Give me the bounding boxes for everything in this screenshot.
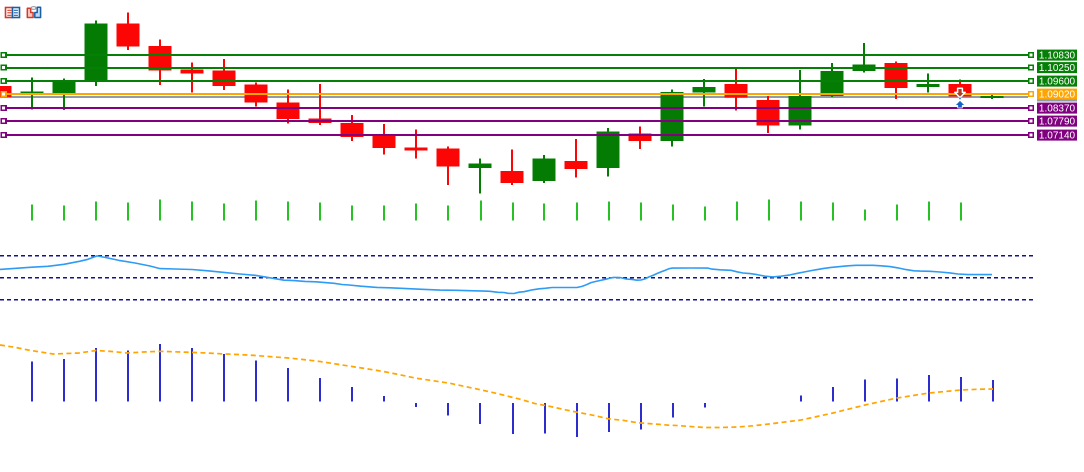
svg-text:1.08370: 1.08370 [1039, 104, 1076, 115]
svg-text:1.07790: 1.07790 [1039, 117, 1076, 128]
svg-text:1.07140: 1.07140 [1039, 131, 1076, 142]
svg-text:1.10250: 1.10250 [1039, 63, 1076, 74]
svg-text:1.10830: 1.10830 [1039, 51, 1076, 62]
svg-text:1.09020: 1.09020 [1039, 90, 1076, 101]
svg-text:1.09600: 1.09600 [1039, 77, 1076, 88]
